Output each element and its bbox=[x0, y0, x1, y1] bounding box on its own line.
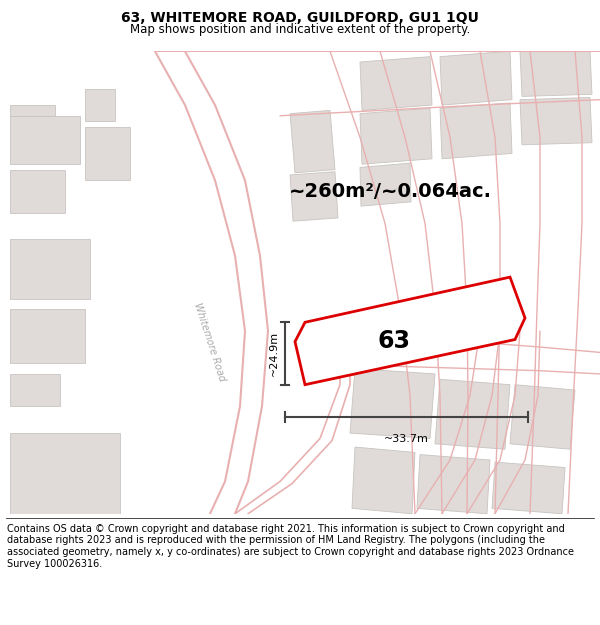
Polygon shape bbox=[440, 103, 512, 159]
Polygon shape bbox=[360, 163, 411, 206]
Polygon shape bbox=[417, 454, 490, 514]
Text: 63: 63 bbox=[377, 329, 410, 353]
Polygon shape bbox=[492, 462, 565, 514]
Polygon shape bbox=[360, 57, 432, 111]
Polygon shape bbox=[85, 126, 130, 181]
Polygon shape bbox=[520, 51, 592, 96]
Polygon shape bbox=[290, 111, 335, 173]
Polygon shape bbox=[10, 433, 120, 514]
Polygon shape bbox=[360, 108, 432, 164]
Polygon shape bbox=[435, 379, 510, 449]
Polygon shape bbox=[290, 172, 338, 221]
Polygon shape bbox=[295, 277, 525, 384]
Polygon shape bbox=[350, 369, 435, 439]
Polygon shape bbox=[510, 384, 575, 449]
Text: 63, WHITEMORE ROAD, GUILDFORD, GU1 1QU: 63, WHITEMORE ROAD, GUILDFORD, GU1 1QU bbox=[121, 11, 479, 25]
Polygon shape bbox=[10, 169, 65, 212]
Polygon shape bbox=[10, 309, 85, 363]
Polygon shape bbox=[10, 105, 55, 116]
Polygon shape bbox=[10, 116, 80, 164]
Text: ~24.9m: ~24.9m bbox=[269, 331, 279, 376]
Polygon shape bbox=[10, 374, 60, 406]
Polygon shape bbox=[352, 447, 415, 514]
Polygon shape bbox=[440, 51, 512, 105]
Polygon shape bbox=[520, 98, 592, 145]
Polygon shape bbox=[85, 89, 115, 121]
Text: Contains OS data © Crown copyright and database right 2021. This information is : Contains OS data © Crown copyright and d… bbox=[7, 524, 574, 569]
Text: Map shows position and indicative extent of the property.: Map shows position and indicative extent… bbox=[130, 23, 470, 36]
Text: ~260m²/~0.064ac.: ~260m²/~0.064ac. bbox=[289, 182, 491, 201]
Polygon shape bbox=[10, 239, 90, 299]
Text: ~33.7m: ~33.7m bbox=[384, 434, 429, 444]
Text: Whitemore Road: Whitemore Road bbox=[193, 301, 227, 382]
